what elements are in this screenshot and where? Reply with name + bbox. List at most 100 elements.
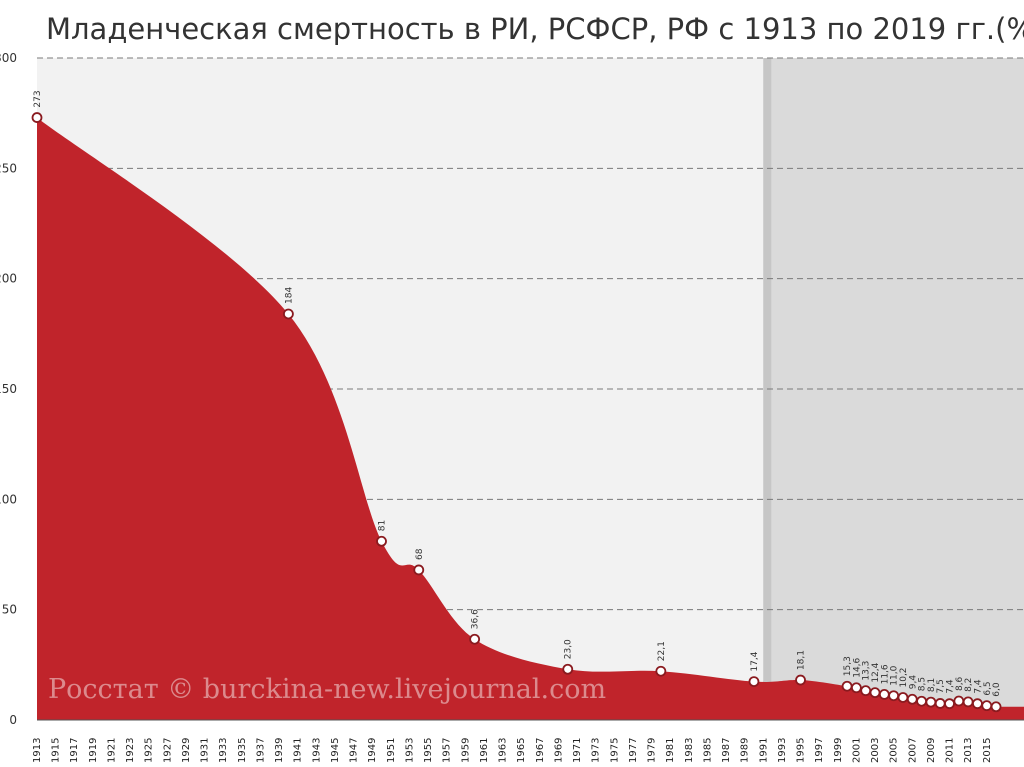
- data-label: 11,6: [880, 664, 890, 684]
- x-tick-label: 1979: [647, 738, 658, 763]
- data-label: 12,4: [871, 662, 881, 682]
- x-tick-label: 1971: [572, 738, 583, 763]
- x-tick-label: 2009: [926, 738, 937, 763]
- y-tick-label: 300: [0, 51, 17, 65]
- x-tick-label: 1993: [777, 738, 788, 763]
- x-tick-label: 1981: [665, 738, 676, 763]
- y-tick-label: 50: [2, 603, 17, 617]
- x-tick-label: 1965: [516, 738, 527, 763]
- data-label: 14,6: [852, 657, 862, 677]
- data-point: [376, 535, 387, 547]
- x-tick-label: 1949: [367, 738, 378, 763]
- data-point: [916, 695, 927, 707]
- data-point: [283, 308, 294, 320]
- data-point: [981, 700, 993, 712]
- data-point: [944, 698, 955, 710]
- x-tick-label: 1933: [218, 738, 229, 763]
- data-point: [748, 676, 760, 688]
- data-point: [906, 693, 918, 705]
- x-tick-label: 1945: [330, 738, 341, 763]
- data-point: [990, 701, 1002, 713]
- x-tick-label: 1973: [591, 738, 602, 763]
- x-tick-label: 1991: [758, 738, 769, 763]
- data-label: 7,5: [936, 679, 946, 693]
- x-tick-label: 1985: [702, 738, 713, 763]
- x-tick-label: 1997: [814, 738, 825, 763]
- x-tick-label: 2003: [870, 738, 881, 763]
- data-point: [31, 112, 43, 123]
- data-point: [897, 692, 909, 703]
- x-tick-label: 1999: [833, 738, 844, 763]
- data-point: [878, 689, 890, 700]
- data-label: 68: [415, 548, 425, 560]
- data-label: 11,0: [890, 665, 900, 685]
- x-tick-label: 1921: [106, 738, 117, 763]
- x-tick-label: 2013: [963, 738, 974, 763]
- data-label: 17,4: [750, 651, 760, 671]
- x-tick-label: 1953: [404, 738, 415, 763]
- y-tick-label: 150: [0, 382, 17, 396]
- chart-title: Младенческая смертность в РИ, РСФСР, РФ …: [46, 12, 1024, 46]
- x-tick-label: 2011: [945, 738, 956, 763]
- y-tick-label: 200: [0, 272, 17, 286]
- y-tick-label: 0: [9, 713, 17, 727]
- x-tick-label: 1955: [423, 738, 434, 763]
- data-point: [934, 698, 946, 709]
- x-tick-label: 1967: [535, 738, 546, 763]
- data-label: 8,1: [927, 678, 937, 692]
- watermark: Росстат © burckina-new.livejournal.com: [48, 674, 606, 705]
- data-label: 9,4: [908, 675, 918, 690]
- data-point: [888, 690, 900, 702]
- data-label: 7,4: [973, 679, 983, 694]
- x-tick-label: 1943: [311, 738, 322, 763]
- area-series: [37, 117, 1024, 720]
- y-tick-label: 100: [0, 492, 17, 506]
- x-tick-label: 1913: [32, 738, 43, 763]
- data-label: 6,0: [992, 682, 1002, 697]
- x-tick-label: 1975: [609, 738, 620, 763]
- data-label: 10,2: [899, 667, 909, 687]
- data-label: 8,6: [955, 676, 965, 691]
- x-tick-label: 1959: [460, 738, 471, 763]
- x-tick-label: 1925: [144, 738, 155, 763]
- data-label: 13,3: [862, 661, 872, 681]
- x-tick-label: 1915: [51, 738, 62, 763]
- x-tick-label: 2005: [889, 738, 900, 763]
- x-tick-label: 1917: [69, 738, 80, 763]
- x-tick-label: 1919: [88, 738, 99, 763]
- data-point: [841, 680, 853, 692]
- data-point: [972, 698, 983, 710]
- data-point: [860, 685, 872, 697]
- y-tick-label: 250: [0, 161, 17, 175]
- x-tick-label: 2001: [851, 738, 862, 763]
- x-tick-label: 1951: [386, 738, 397, 763]
- data-point: [413, 564, 425, 576]
- x-tick-label: 1995: [796, 738, 807, 763]
- data-label: 22,1: [657, 641, 667, 661]
- data-point: [562, 663, 574, 675]
- data-point: [925, 696, 937, 708]
- x-tick-label: 1963: [498, 738, 509, 763]
- data-point: [850, 682, 862, 694]
- data-label: 7,4: [946, 679, 956, 694]
- data-point: [655, 665, 667, 677]
- data-label: 6,5: [983, 681, 993, 695]
- x-tick-label: 1989: [740, 738, 751, 763]
- x-tick-label: 1931: [200, 738, 211, 763]
- x-tick-label: 1929: [181, 738, 192, 763]
- data-label: 15,3: [843, 656, 853, 676]
- data-point: [953, 695, 965, 707]
- data-label: 18,1: [797, 650, 807, 670]
- x-tick-label: 1941: [293, 738, 304, 763]
- x-tick-label: 1935: [237, 738, 248, 763]
- data-label: 8,5: [918, 677, 928, 691]
- x-tick-label: 1961: [479, 738, 490, 763]
- x-tick-label: 1957: [442, 738, 453, 763]
- x-tick-label: 1983: [684, 738, 695, 763]
- data-point: [869, 687, 881, 699]
- data-label: 36,6: [471, 609, 481, 629]
- x-tick-label: 2015: [982, 738, 993, 763]
- x-tick-label: 1927: [162, 738, 173, 763]
- x-tick-label: 1937: [255, 738, 266, 763]
